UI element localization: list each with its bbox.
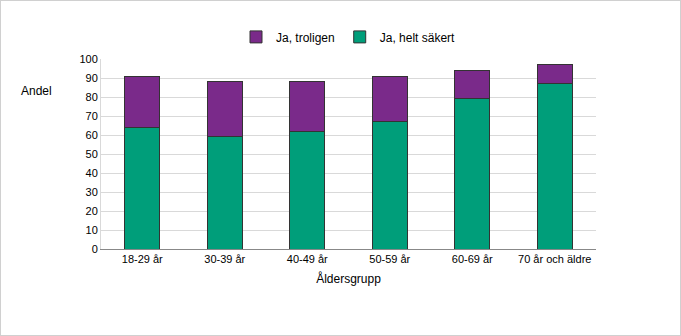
svg-text:18-29 år: 18-29 år — [122, 253, 163, 265]
svg-text:30-39 år: 30-39 år — [204, 253, 245, 265]
svg-text:90: 90 — [86, 72, 98, 84]
svg-text:80: 80 — [86, 91, 98, 103]
svg-text:40: 40 — [86, 167, 98, 179]
svg-text:100: 100 — [79, 53, 97, 65]
svg-text:50: 50 — [86, 148, 98, 160]
svg-text:70: 70 — [86, 110, 98, 122]
svg-text:60-69 år: 60-69 år — [452, 253, 493, 265]
svg-text:60: 60 — [86, 129, 98, 141]
svg-text:50-59 år: 50-59 år — [369, 253, 410, 265]
svg-text:40-49 år: 40-49 år — [287, 253, 328, 265]
svg-text:70 år och äldre: 70 år och äldre — [518, 253, 591, 265]
svg-text:Andel: Andel — [21, 84, 52, 98]
svg-text:30: 30 — [86, 186, 98, 198]
svg-text:Ja, helt säkert: Ja, helt säkert — [380, 31, 455, 45]
svg-text:Ja, troligen: Ja, troligen — [276, 31, 335, 45]
svg-text:20: 20 — [86, 205, 98, 217]
svg-text:Åldersgrupp: Åldersgrupp — [316, 271, 381, 286]
svg-text:0: 0 — [92, 243, 98, 255]
svg-text:10: 10 — [86, 224, 98, 236]
